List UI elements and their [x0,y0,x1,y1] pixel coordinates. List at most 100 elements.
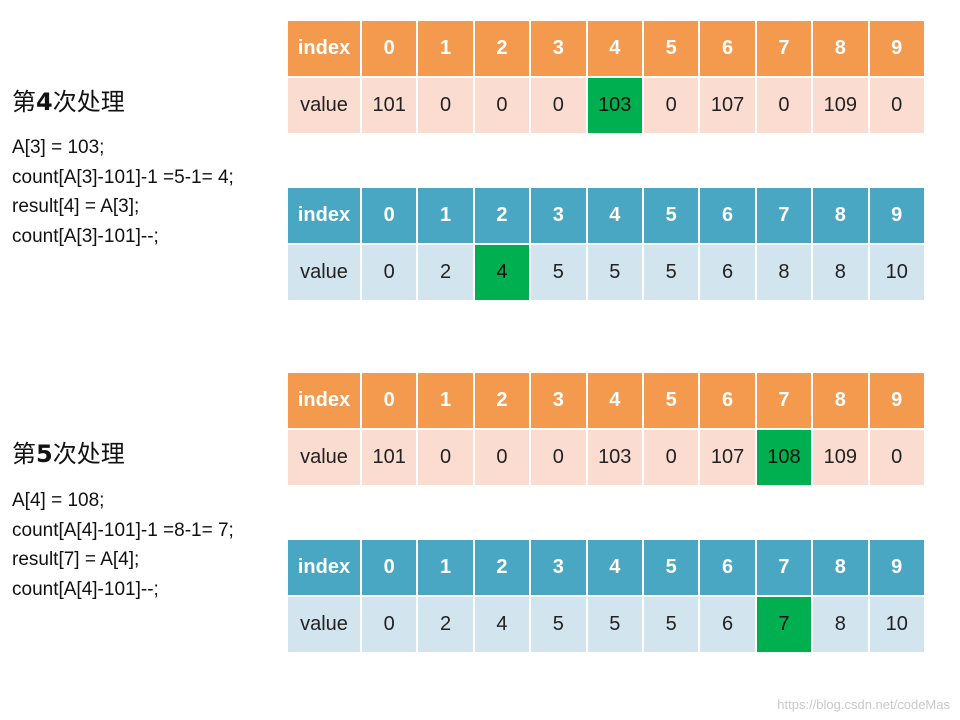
index-row: index 0 1 2 3 4 5 6 7 8 9 [288,373,924,428]
value-cell: 0 [418,78,473,133]
index-cell: 1 [418,21,473,76]
value-row: value 0 2 4 5 5 5 6 8 8 10 [288,245,924,300]
step-4-code: A[3] = 103; count[A[3]-101]-1 =5-1= 4; res… [12,133,234,251]
value-cell: 0 [643,430,699,485]
index-cell: 7 [756,21,812,76]
index-cell: 4 [587,540,642,595]
index-cell: 7 [756,188,812,243]
index-cell: 4 [587,188,642,243]
value-cell: 0 [418,430,473,485]
index-cell: 4 [587,373,642,428]
index-row: index 0 1 2 3 4 5 6 7 8 9 [288,540,924,595]
index-cell: 3 [531,21,586,76]
value-label: value [288,430,360,485]
index-cell: 0 [362,540,417,595]
index-label: index [288,373,360,428]
code-line: result[4] = A[3]; [12,196,140,217]
value-cell: 5 [587,597,642,652]
value-cell: 8 [813,245,868,300]
code-line: count[A[3]-101]-1 =5-1= 4; [12,166,234,188]
index-cell: 3 [531,540,586,595]
index-cell: 2 [474,373,530,428]
index-cell: 2 [474,21,530,76]
step-4-result-array-table: index 0 1 2 3 4 5 6 7 8 9 value 101 0 0 0 103 0 107 0 109 0 [286,21,926,133]
code-line: count[A[4]-101]-1 =8-1= 7; [12,519,234,541]
index-cell: 6 [700,540,755,595]
index-cell: 6 [700,188,755,243]
value-cell: 0 [531,78,586,133]
index-cell: 6 [700,373,755,428]
index-cell: 9 [869,540,924,595]
index-cell: 0 [362,188,417,243]
code-line: count[A[4]-101]--; [12,578,159,600]
value-cell: 0 [531,430,586,485]
value-cell: 0 [474,430,530,485]
value-row: value 101 0 0 0 103 0 107 108 109 0 [288,430,924,485]
value-cell: 5 [587,245,642,300]
step-5-count-array-table: index 0 1 2 3 4 5 6 7 8 9 value 0 2 4 5 5 5 6 7 8 10 [286,540,926,652]
index-cell: 8 [813,188,868,243]
value-label: value [288,597,360,652]
index-cell: 0 [362,21,417,76]
value-cell: 6 [700,245,755,300]
index-cell: 5 [643,21,699,76]
index-label: index [288,188,360,243]
value-cell: 0 [362,597,417,652]
index-row: index 0 1 2 3 4 5 6 7 8 9 [288,188,924,243]
index-row: index 0 1 2 3 4 5 6 7 8 9 [288,21,924,76]
index-label: index [288,21,360,76]
index-cell: 1 [418,188,473,243]
step-5-result-array-table: index 0 1 2 3 4 5 6 7 8 9 value 101 0 0 0 103 0 107 108 109 0 [286,373,926,485]
code-line: result[7] = A[4]; [12,549,140,570]
step-5-code: A[4] = 108; count[A[4]-101]-1 =8-1= 7; res… [12,486,234,604]
value-cell: 8 [756,245,812,300]
highlighted-value-cell: 103 [587,78,642,133]
index-cell: 5 [643,373,699,428]
code-line: A[3] = 103; [12,137,105,158]
value-cell: 10 [869,245,924,300]
step-5-title: 第5次处理 [12,440,125,468]
value-cell: 8 [813,597,868,652]
index-cell: 5 [643,540,699,595]
value-cell: 109 [813,78,868,133]
step-4-title: 第4次处理 [12,88,125,116]
value-cell: 2 [418,597,473,652]
index-cell: 2 [474,188,530,243]
value-cell: 0 [869,430,924,485]
highlighted-value-cell: 4 [474,245,530,300]
index-cell: 6 [700,21,755,76]
code-line: A[4] = 108; [12,490,105,511]
value-cell: 0 [643,78,699,133]
value-cell: 5 [531,597,586,652]
value-cell: 0 [869,78,924,133]
value-cell: 107 [700,78,755,133]
value-cell: 5 [643,597,699,652]
index-cell: 4 [587,21,642,76]
value-cell: 101 [362,78,417,133]
value-cell: 10 [869,597,924,652]
value-row: value 0 2 4 5 5 5 6 7 8 10 [288,597,924,652]
index-label: index [288,540,360,595]
watermark: https://blog.csdn.net/codeMas [777,697,950,712]
index-cell: 3 [531,188,586,243]
index-cell: 7 [756,373,812,428]
value-cell: 5 [643,245,699,300]
value-label: value [288,245,360,300]
step-4-count-array-table: index 0 1 2 3 4 5 6 7 8 9 value 0 2 4 5 5 5 6 8 8 10 [286,188,926,300]
index-cell: 8 [813,540,868,595]
index-cell: 9 [869,21,924,76]
index-cell: 5 [643,188,699,243]
value-cell: 5 [531,245,586,300]
value-cell: 4 [474,597,530,652]
value-cell: 2 [418,245,473,300]
value-cell: 101 [362,430,417,485]
value-cell: 0 [474,78,530,133]
code-line: count[A[3]-101]--; [12,225,159,247]
index-cell: 8 [813,21,868,76]
value-cell: 0 [362,245,417,300]
index-cell: 0 [362,373,417,428]
index-cell: 1 [418,373,473,428]
highlighted-value-cell: 7 [756,597,812,652]
value-cell: 109 [813,430,868,485]
value-label: value [288,78,360,133]
